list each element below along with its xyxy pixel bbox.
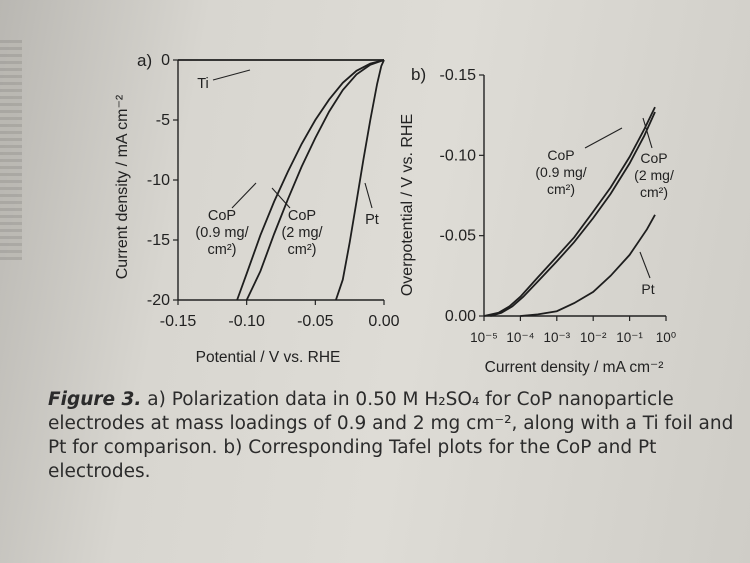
panel-a-series-label-line: cm²) xyxy=(288,242,317,258)
panel-b-x-tick-label: 10⁻⁵ xyxy=(470,330,498,345)
panel-b-line-1 xyxy=(490,111,656,317)
panel-a-y-tick-label: -5 xyxy=(156,112,170,129)
panel-a-ylabel: Current density / mA cm⁻² xyxy=(114,94,131,279)
panel-a-label-pointer xyxy=(231,182,257,209)
panel-a-series-label-line: Ti xyxy=(197,76,209,92)
panel-b-series-label-line: CoP xyxy=(547,147,574,163)
panel-a-label-pointer xyxy=(271,187,291,209)
panel-b-y-tick-label: -0.05 xyxy=(440,228,477,245)
page-edge-shadow xyxy=(0,40,22,260)
panel-b-series-label-line: cm²) xyxy=(640,184,668,200)
panel-a-line-1 xyxy=(236,59,385,301)
panel-a-polarization: a) Current density / mA cm⁻² Potential /… xyxy=(114,51,400,366)
panel-b-series-label-line: Pt xyxy=(641,281,654,297)
panel-a-x-tick-label: 0.00 xyxy=(368,313,399,330)
panel-b-series-labels: CoP(0.9 mg/cm²)CoP(2 mg/cm²)Pt xyxy=(535,117,674,297)
panel-a-y-tick-label: -10 xyxy=(147,172,170,189)
panel-a-xlabel: Potential / V vs. RHE xyxy=(196,349,341,366)
panel-b-line-2 xyxy=(520,214,656,317)
panel-b-series-label-line: CoP xyxy=(640,150,667,166)
panel-a-x-tick-label: -0.05 xyxy=(297,313,334,330)
panel-b-y-tick-label: 0.00 xyxy=(445,308,476,325)
panel-b-series-label-line: (2 mg/ xyxy=(634,167,674,183)
panel-a-x-tick-label: -0.10 xyxy=(228,313,265,330)
panel-a-line-3 xyxy=(335,59,385,301)
panel-a-line-2 xyxy=(245,59,385,301)
figure-3: a) Current density / mA cm⁻² Potential /… xyxy=(114,51,677,376)
panel-b-ylabel: Overpotential / V vs. RHE xyxy=(399,114,416,296)
panel-a-series-label-line: (0.9 mg/ xyxy=(195,225,249,241)
panel-a-y-tick-label: 0 xyxy=(161,52,170,69)
panel-a-x-tick-label: -0.15 xyxy=(160,313,197,330)
panel-b-series-label-line: (0.9 mg/ xyxy=(535,164,586,180)
panel-b-axes: -0.15 -0.10 -0.05 0.00 10⁻⁵ 10⁻⁴ 10⁻³ 10⁻² 10⁻¹ 1… xyxy=(440,67,677,345)
panel-b-y-tick-label: -0.10 xyxy=(440,147,477,164)
panel-a-y-tick-label: -20 xyxy=(147,292,170,309)
panel-b-x-tick-label: 10⁻² xyxy=(580,330,607,345)
panel-b-label-pointer xyxy=(639,251,651,279)
panel-b-tafel: b) Overpotential / V vs. RHE Current den… xyxy=(399,65,677,376)
panel-a-series-label-line: CoP xyxy=(288,208,316,224)
panel-b-line-0 xyxy=(483,106,656,317)
panel-a-axes: 0 -5 -10 -15 -20 -0.15 -0.10 -0.05 0.00 xyxy=(147,52,400,330)
panel-a-series-label-line: CoP xyxy=(208,208,236,224)
panel-a-label: a) xyxy=(137,51,152,70)
panel-a-series-label-line: Pt xyxy=(365,212,379,228)
panel-b-y-tick-label: -0.15 xyxy=(440,67,477,84)
panel-a-series-label-line: (2 mg/ xyxy=(281,225,323,241)
panel-a-series xyxy=(178,59,385,301)
panel-b-label-pointer xyxy=(584,127,623,149)
caption-text: a) Polarization data in 0.50 M H₂SO₄ for… xyxy=(48,389,734,482)
panel-b-series xyxy=(483,106,656,317)
panel-a-series-label-line: cm²) xyxy=(208,242,237,258)
panel-b-label-pointer xyxy=(642,117,653,149)
caption-label: Figure 3. xyxy=(48,389,142,410)
panel-a-label-pointer xyxy=(364,182,373,209)
figure-caption: Figure 3. a) Polarization data in 0.50 M… xyxy=(48,388,738,484)
panel-b-xlabel: Current density / mA cm⁻² xyxy=(485,359,664,376)
panel-b-x-tick-label: 10⁻¹ xyxy=(616,330,643,345)
panel-b-series-label-line: cm²) xyxy=(547,181,575,197)
panel-b-label: b) xyxy=(411,65,426,84)
panel-b-x-tick-label: 10⁻³ xyxy=(543,330,570,345)
panel-a-y-tick-label: -15 xyxy=(147,232,170,249)
panel-a-label-pointer xyxy=(212,69,251,81)
panel-b-x-tick-label: 10⁻⁴ xyxy=(506,330,534,345)
panel-b-x-tick-label: 10⁰ xyxy=(656,330,677,345)
